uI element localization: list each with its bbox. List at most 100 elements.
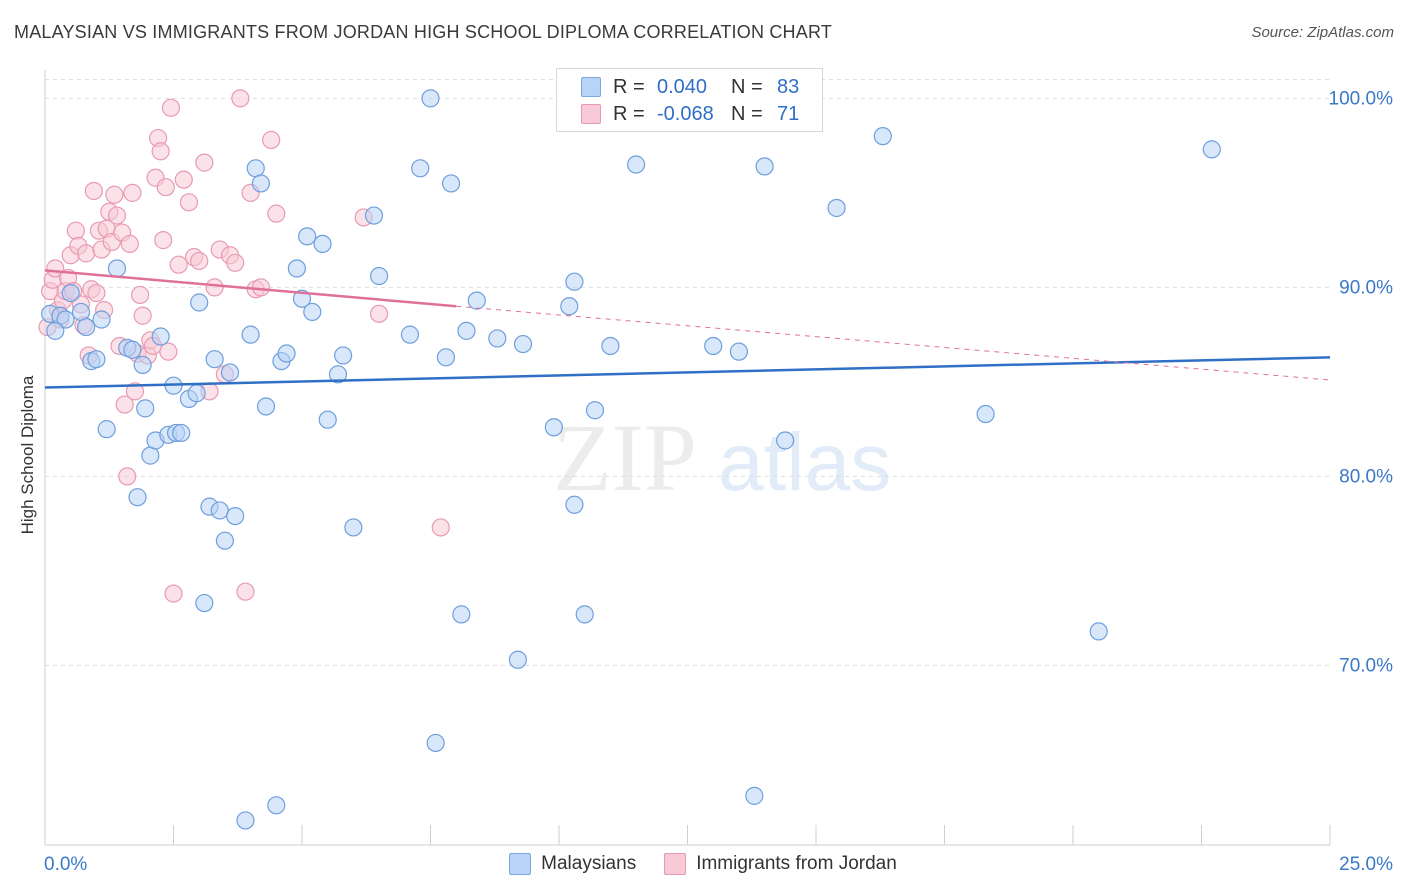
point-jordan <box>236 582 255 601</box>
point-malaysian <box>508 650 527 669</box>
legend-n-label: N = <box>731 75 763 98</box>
point-jordan <box>431 518 450 537</box>
point-malaysian <box>827 198 846 218</box>
point-malaysian <box>873 127 892 146</box>
y-tick-label: 100.0% <box>1329 88 1394 109</box>
point-malaysian <box>56 310 75 329</box>
point-jordan <box>107 206 127 225</box>
point-malaysian <box>601 336 620 356</box>
point-malaysian <box>298 227 317 246</box>
point-jordan <box>105 185 124 204</box>
point-jordan <box>156 178 175 197</box>
axes <box>44 70 1331 846</box>
point-malaysian <box>729 342 749 361</box>
point-malaysian <box>77 317 96 337</box>
point-malaysian <box>71 302 91 322</box>
legend-r-label: R = <box>613 75 645 98</box>
point-malaysian <box>133 355 152 374</box>
point-malaysian <box>241 325 260 344</box>
y-tick-label: 80.0% <box>1339 466 1393 487</box>
point-malaysian <box>488 329 507 348</box>
point-malaysian <box>61 283 80 303</box>
legend-n-value-pink: 71 <box>777 102 800 125</box>
point-malaysian <box>277 344 296 363</box>
legend-row-jordan: R = -0.068 N = 71 <box>581 102 799 126</box>
point-jordan <box>195 153 214 172</box>
point-malaysian <box>190 293 209 312</box>
point-malaysian <box>251 174 270 193</box>
point-jordan <box>205 278 224 297</box>
point-malaysian <box>256 397 276 416</box>
point-jordan <box>130 285 150 305</box>
legend-swatch-blue <box>581 77 601 97</box>
legend-r-value-blue: 0.040 <box>657 75 708 98</box>
point-malaysian <box>195 593 214 613</box>
point-malaysian <box>421 89 440 108</box>
point-jordan <box>251 278 270 297</box>
point-malaysian <box>97 420 116 439</box>
point-malaysian <box>313 234 332 254</box>
point-malaysian <box>210 501 229 520</box>
correlation-legend: R = 0.040 N = 83 R = -0.068 N = 71 <box>556 68 823 132</box>
point-malaysian <box>426 733 445 753</box>
point-jordan <box>120 234 139 254</box>
point-malaysian <box>704 336 723 356</box>
legend-r-label: R = <box>613 102 645 125</box>
point-malaysian <box>236 811 255 830</box>
point-malaysian <box>292 289 312 308</box>
point-malaysian <box>457 321 476 340</box>
point-malaysian <box>452 605 471 624</box>
watermark-atlas: atlas <box>718 417 891 508</box>
point-malaysian <box>128 488 147 507</box>
legend-n-label: N = <box>731 102 763 125</box>
trend-line-jordan-extension <box>456 305 1331 381</box>
point-malaysian <box>626 155 646 174</box>
point-malaysian <box>246 159 265 178</box>
point-malaysian <box>776 431 795 450</box>
point-malaysian <box>565 272 584 291</box>
legend-item-jordan[interactable]: Immigrants from Jordan <box>664 853 897 875</box>
point-malaysian <box>344 518 363 537</box>
points-malaysians <box>41 89 1221 830</box>
point-malaysian <box>976 404 995 424</box>
point-jordan <box>161 98 181 117</box>
point-malaysian <box>1089 622 1108 641</box>
point-malaysian <box>220 363 240 382</box>
point-jordan <box>159 342 178 361</box>
legend-swatch-pink <box>664 853 687 875</box>
y-tick-label: 90.0% <box>1339 277 1393 298</box>
point-malaysian <box>328 365 348 384</box>
tick-labels: 70.0% 80.0% 90.0% 100.0% 0.0% 25.0% <box>44 88 1393 875</box>
point-jordan <box>118 467 137 486</box>
source-label: Source: ZipAtlas.com <box>1251 24 1394 41</box>
point-malaysian <box>87 350 106 369</box>
point-malaysian <box>46 321 65 340</box>
point-malaysian <box>560 297 579 316</box>
series-legend: Malaysians Immigrants from Jordan <box>0 852 1406 876</box>
point-jordan <box>84 181 103 201</box>
point-jordan <box>169 255 188 274</box>
point-malaysian <box>364 206 384 225</box>
point-malaysian <box>151 327 170 346</box>
point-malaysian <box>334 346 353 365</box>
legend-label-malaysians: Malaysians <box>541 853 637 874</box>
point-jordan <box>87 283 106 303</box>
point-jordan <box>190 251 209 271</box>
point-malaysian <box>287 259 306 278</box>
trend-line-jordan <box>44 269 457 308</box>
point-malaysian <box>318 410 337 429</box>
y-tick-label: 70.0% <box>1339 655 1393 676</box>
point-jordan <box>262 130 281 150</box>
point-jordan <box>77 244 96 263</box>
point-malaysian <box>745 786 764 805</box>
point-jordan <box>370 304 389 323</box>
point-malaysian <box>187 384 206 403</box>
point-malaysian <box>172 423 191 443</box>
trend-lines <box>44 269 1331 389</box>
point-malaysian <box>141 446 160 465</box>
point-malaysian <box>226 506 245 526</box>
legend-item-malaysians[interactable]: Malaysians <box>509 853 636 875</box>
x-tick-label: 0.0% <box>44 854 87 875</box>
point-malaysian <box>411 159 430 178</box>
